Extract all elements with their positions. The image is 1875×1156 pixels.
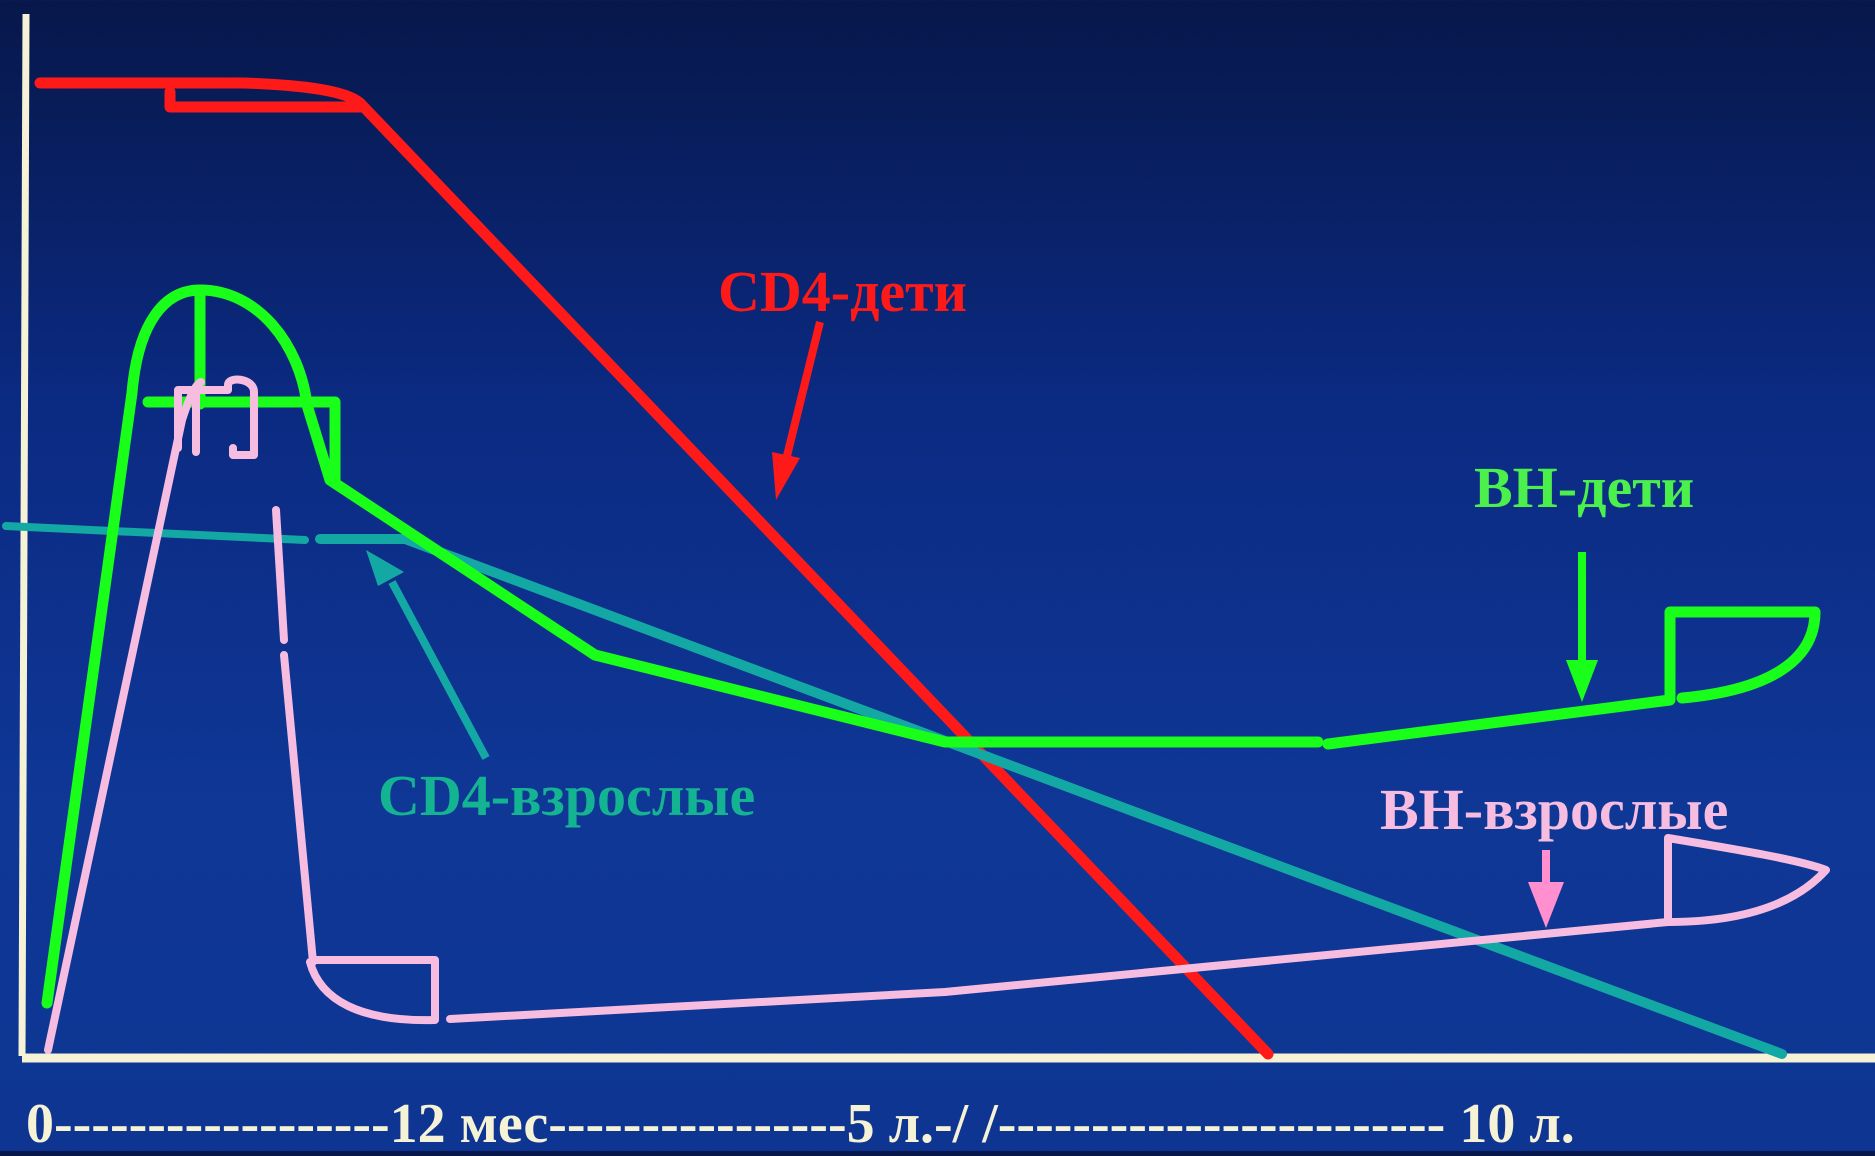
curve-vl-adults bbox=[44, 375, 1830, 1054]
arrow-vl-adults bbox=[1528, 850, 1564, 928]
x-axis-timeline-label: 0------------------12 мес---------------… bbox=[26, 1093, 1575, 1155]
label-cd4-adults: CD4-взрослые bbox=[378, 763, 756, 828]
curve-vl-children bbox=[41, 284, 1821, 1009]
curve-cd4-children bbox=[34, 77, 1274, 1060]
label-cd4-children: CD4-дети bbox=[718, 259, 968, 324]
label-vl-adults: ВН-взрослые bbox=[1380, 777, 1729, 842]
label-vl-children: ВН-дети bbox=[1474, 455, 1695, 520]
y-axis bbox=[18, 13, 30, 1057]
arrow-cd4-adults bbox=[366, 550, 490, 760]
arrow-vl-children bbox=[1566, 552, 1598, 702]
arrow-cd4-children bbox=[772, 321, 824, 500]
